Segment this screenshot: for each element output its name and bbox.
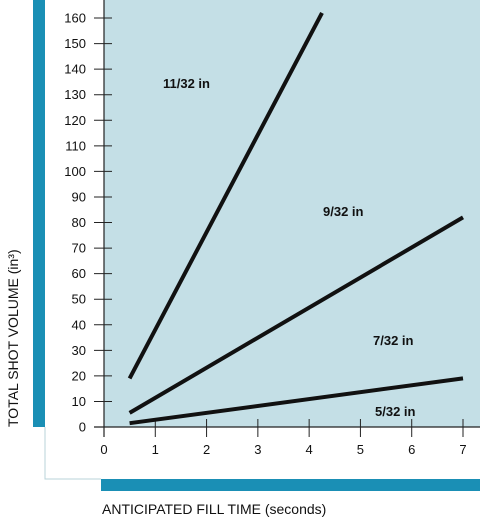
y-tick-label: 60	[72, 266, 86, 281]
y-tick-label: 120	[64, 113, 86, 128]
y-axis-title: TOTAL SHOT VOLUME (in³)	[5, 249, 21, 427]
y-tick-label: 30	[72, 343, 86, 358]
series-label-11-32: 11/32 in	[163, 76, 210, 91]
x-tick-label: 5	[357, 442, 364, 457]
plot-area	[104, 0, 480, 427]
y-tick-label: 80	[72, 215, 86, 230]
y-tick-label: 140	[64, 62, 86, 77]
series-label-7-32: 7/32 in	[373, 333, 414, 348]
series-lines	[127, 11, 465, 426]
y-tick-label: 0	[79, 420, 86, 435]
y-tick-label: 70	[72, 241, 86, 256]
x-tick-label: 2	[203, 442, 210, 457]
series-line-2	[129, 376, 464, 426]
y-tick-label: 100	[64, 164, 86, 179]
x-tick-label: 0	[100, 442, 107, 457]
y-tick-label: 150	[64, 36, 86, 51]
x-tick-label: 7	[459, 442, 466, 457]
series-label-5-32: 5/32 in	[375, 404, 416, 419]
y-tick-label: 50	[72, 292, 86, 307]
y-axis-ticks: 0 10 20 30 40 50 60 70 80 90 100 110 120 130 140 150 160	[64, 11, 112, 435]
bottom-accent-bar	[101, 479, 480, 491]
x-tick-label: 1	[152, 442, 159, 457]
series-label-9-32: 9/32 in	[323, 204, 364, 219]
frame-outline	[44, 427, 101, 480]
y-tick-label: 90	[72, 189, 86, 204]
y-tick-label: 10	[72, 394, 86, 409]
y-tick-label: 20	[72, 368, 86, 383]
y-tick-label: 160	[64, 11, 86, 26]
x-axis-ticks: 0 1 2 3 4 5 6 7	[100, 419, 467, 457]
x-tick-label: 3	[254, 442, 261, 457]
y-tick-label: 130	[64, 87, 86, 102]
x-axis-title: ANTICIPATED FILL TIME (seconds)	[102, 501, 326, 517]
x-tick-label: 6	[408, 442, 415, 457]
y-tick-label: 40	[72, 317, 86, 332]
x-tick-label: 4	[306, 442, 313, 457]
series-line-0	[127, 11, 324, 380]
left-accent-bar	[33, 0, 45, 427]
y-tick-label: 110	[65, 138, 86, 153]
series-line-1	[128, 215, 465, 415]
